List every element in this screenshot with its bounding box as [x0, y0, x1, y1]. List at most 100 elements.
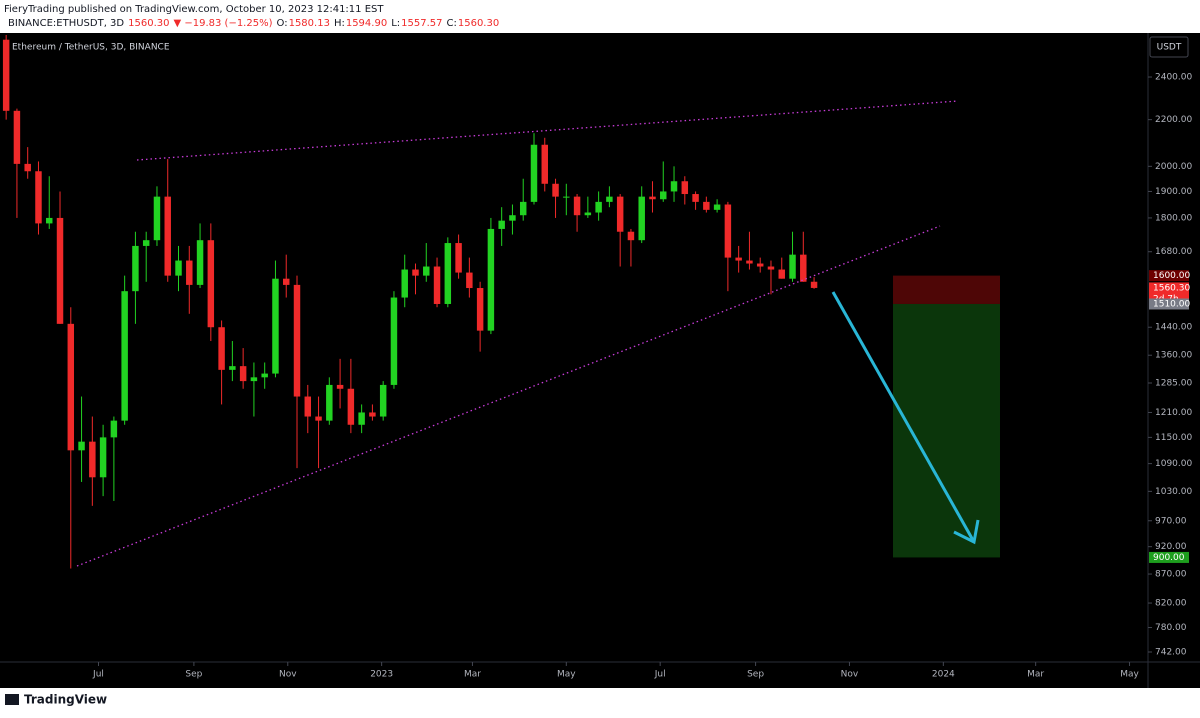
- y-tick-label: 2200.00: [1155, 115, 1192, 125]
- y-tick-label: 1800.00: [1155, 213, 1192, 223]
- candle-body: [519, 201, 527, 216]
- candle-body: [703, 201, 710, 210]
- lower-trendline: [76, 225, 941, 567]
- x-tick-label: 2024: [932, 670, 955, 680]
- candle-body: [627, 231, 635, 241]
- candle-body: [498, 220, 505, 229]
- candle-body: [315, 416, 322, 421]
- change: ▼ −19.83 (−1.25%): [173, 18, 272, 29]
- x-tick-label: Mar: [1027, 670, 1044, 680]
- candle-body: [412, 269, 419, 276]
- candle-body: [261, 373, 268, 378]
- ohlc-value: 1560.30: [458, 18, 499, 29]
- arrow-head: [953, 519, 980, 545]
- candle-body: [304, 396, 312, 417]
- candle-body: [272, 278, 279, 374]
- x-tick-label: Jul: [92, 670, 104, 680]
- candle-body: [196, 240, 204, 285]
- price-label-bg: [1149, 551, 1189, 563]
- candle-body: [293, 284, 301, 397]
- candle-body: [444, 243, 452, 304]
- candle-body: [175, 260, 182, 276]
- y-tick-label: 970.00: [1155, 516, 1187, 526]
- candle-body: [455, 243, 462, 273]
- candle-body: [778, 269, 785, 279]
- plot: [2, 35, 1000, 569]
- candle-body: [89, 441, 96, 478]
- x-tick-label: Nov: [279, 670, 297, 680]
- target-zone: [893, 303, 1000, 558]
- x-tick-label: Sep: [185, 670, 202, 680]
- candle-body: [326, 384, 333, 421]
- y-tick-label: 1900.00: [1155, 187, 1192, 197]
- y-tick-label: 1360.00: [1155, 351, 1192, 361]
- candle-body: [401, 269, 408, 298]
- currency[interactable]: USDT: [1157, 43, 1182, 53]
- x-tick-label: Sep: [747, 670, 764, 680]
- candle-body: [541, 144, 548, 184]
- candle-body: [153, 196, 161, 241]
- ohlc-label: H:: [334, 18, 345, 29]
- y-tick-label: 870.00: [1155, 570, 1187, 580]
- x-tick-label: May: [1120, 670, 1139, 680]
- candle-body: [638, 196, 645, 241]
- x-tick-label: Jul: [654, 670, 666, 680]
- candle-body: [239, 366, 247, 382]
- candle-body: [810, 281, 818, 288]
- y-tick-label: 1680.00: [1155, 247, 1192, 257]
- candle-body: [110, 420, 118, 438]
- candle-body: [229, 366, 236, 370]
- candle-body: [573, 196, 581, 216]
- candle-body: [358, 412, 365, 425]
- candle-body: [142, 240, 150, 246]
- candle-body: [487, 228, 495, 331]
- y-tick-label: 1285.00: [1155, 379, 1192, 389]
- symbol-line: BINANCE:ETHUSDT, 3D 1560.30 ▼ −19.83 (−1.2…: [8, 18, 499, 29]
- currency-button[interactable]: [1149, 36, 1189, 58]
- candle-body: [56, 217, 64, 324]
- candle-body: [552, 183, 559, 197]
- candle-body: [207, 240, 215, 328]
- footer-bg: [0, 688, 1200, 714]
- candle-body: [250, 377, 258, 382]
- ohlc-value: 1580.13: [289, 18, 330, 29]
- candle-body: [282, 278, 290, 285]
- x-tick-label: Nov: [841, 670, 859, 680]
- candle-body: [616, 196, 624, 232]
- logo: TradingView: [24, 693, 107, 707]
- candle-body: [584, 212, 592, 216]
- chart-bg: [0, 33, 1200, 688]
- candle-body: [369, 412, 376, 417]
- candle-body: [24, 163, 31, 172]
- candle-body: [660, 191, 667, 200]
- candle-body: [681, 181, 689, 195]
- candle-body: [746, 260, 753, 264]
- symbol: BINANCE:ETHUSDT, 3D: [8, 18, 124, 29]
- stop-zone: [893, 275, 1000, 304]
- candle-body: [509, 215, 516, 221]
- price-label-bg: [1149, 270, 1189, 282]
- candle-body: [713, 204, 721, 210]
- candle-body: [466, 272, 473, 289]
- chart-title: Ethereum / TetherUS, 3D, BINANCE: [12, 43, 170, 53]
- candle-body: [78, 441, 85, 451]
- candle-body: [2, 39, 10, 111]
- candle-body: [186, 260, 193, 285]
- x-tick-label: May: [557, 670, 576, 680]
- x-tick-label: Mar: [464, 670, 481, 680]
- y-tick-label: 780.00: [1155, 623, 1187, 633]
- price-label: 900.00: [1153, 553, 1185, 563]
- y-tick-label: 2000.00: [1155, 162, 1192, 172]
- candle-body: [67, 323, 75, 451]
- y-tick-label: 742.00: [1155, 647, 1187, 657]
- candle-body: [433, 266, 441, 304]
- ohlc-value: 1557.57: [401, 18, 442, 29]
- y-tick-label: 1440.00: [1155, 323, 1192, 333]
- price-label: 1600.00: [1153, 271, 1190, 281]
- candle-body: [724, 204, 732, 258]
- candle-body: [800, 254, 807, 282]
- ohlc-label: L:: [391, 18, 400, 29]
- y-tick-label: 920.00: [1155, 542, 1187, 552]
- candle-body: [756, 263, 764, 267]
